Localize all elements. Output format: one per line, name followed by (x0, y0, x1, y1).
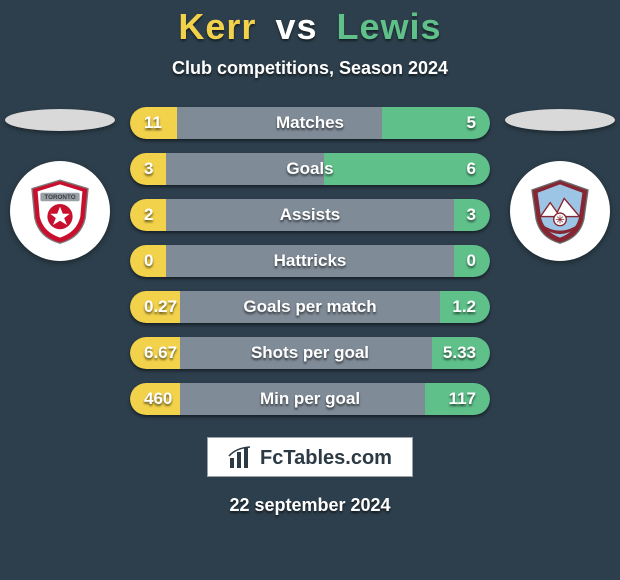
stat-row: Min per goal460117 (130, 383, 490, 415)
stat-right-segment (425, 383, 490, 415)
colorado-rapids-crest-icon (525, 176, 595, 246)
brand-text: FcTables.com (260, 447, 392, 470)
stat-mid-segment (180, 337, 432, 369)
comparison-card: Kerr vs Lewis Club competitions, Season … (0, 0, 620, 580)
stat-row: Shots per goal6.675.33 (130, 337, 490, 369)
stat-right-segment (454, 199, 490, 231)
toronto-fc-crest-icon: TORONTO (25, 176, 95, 246)
stat-right-segment (432, 337, 490, 369)
brand-box: FcTables.com (207, 437, 413, 477)
vs-text: vs (275, 6, 317, 47)
stat-left-segment (130, 199, 166, 231)
stat-mid-segment (166, 245, 454, 277)
stat-right-segment (454, 245, 490, 277)
player1-name: Kerr (178, 6, 256, 47)
stat-left-segment (130, 107, 177, 139)
stat-mid-segment (166, 199, 454, 231)
stat-left-segment (130, 337, 180, 369)
stat-left-segment (130, 291, 180, 323)
stat-bars: Matches115 Goals36 Assists23 Hattricks00 Goa… (130, 107, 490, 415)
stat-right-segment (324, 153, 490, 185)
player2-name: Lewis (337, 6, 442, 47)
stat-row: Hattricks00 (130, 245, 490, 277)
stat-left-segment (130, 383, 180, 415)
left-team-badge: TORONTO (10, 161, 110, 261)
right-team-badge (510, 161, 610, 261)
subtitle: Club competitions, Season 2024 (172, 58, 448, 79)
stat-mid-segment (177, 107, 382, 139)
svg-text:TORONTO: TORONTO (44, 194, 75, 201)
bar-chart-icon (228, 446, 252, 470)
stat-left-segment (130, 245, 166, 277)
date-text: 22 september 2024 (229, 495, 390, 516)
main-row: TORONTO Matches115 Goals36 Assists23 Hattri… (0, 107, 620, 415)
left-side-column: TORONTO (0, 107, 120, 261)
stat-right-segment (440, 291, 490, 323)
stat-row: Matches115 (130, 107, 490, 139)
stat-row: Assists23 (130, 199, 490, 231)
right-side-column (500, 107, 620, 261)
page-title: Kerr vs Lewis (178, 6, 441, 48)
stat-left-segment (130, 153, 166, 185)
stat-mid-segment (180, 291, 439, 323)
stat-mid-segment (166, 153, 324, 185)
stat-right-segment (382, 107, 490, 139)
left-player-silhouette-shadow (5, 109, 115, 131)
stat-row: Goals per match0.271.2 (130, 291, 490, 323)
stat-mid-segment (180, 383, 425, 415)
stat-row: Goals36 (130, 153, 490, 185)
right-player-silhouette-shadow (505, 109, 615, 131)
